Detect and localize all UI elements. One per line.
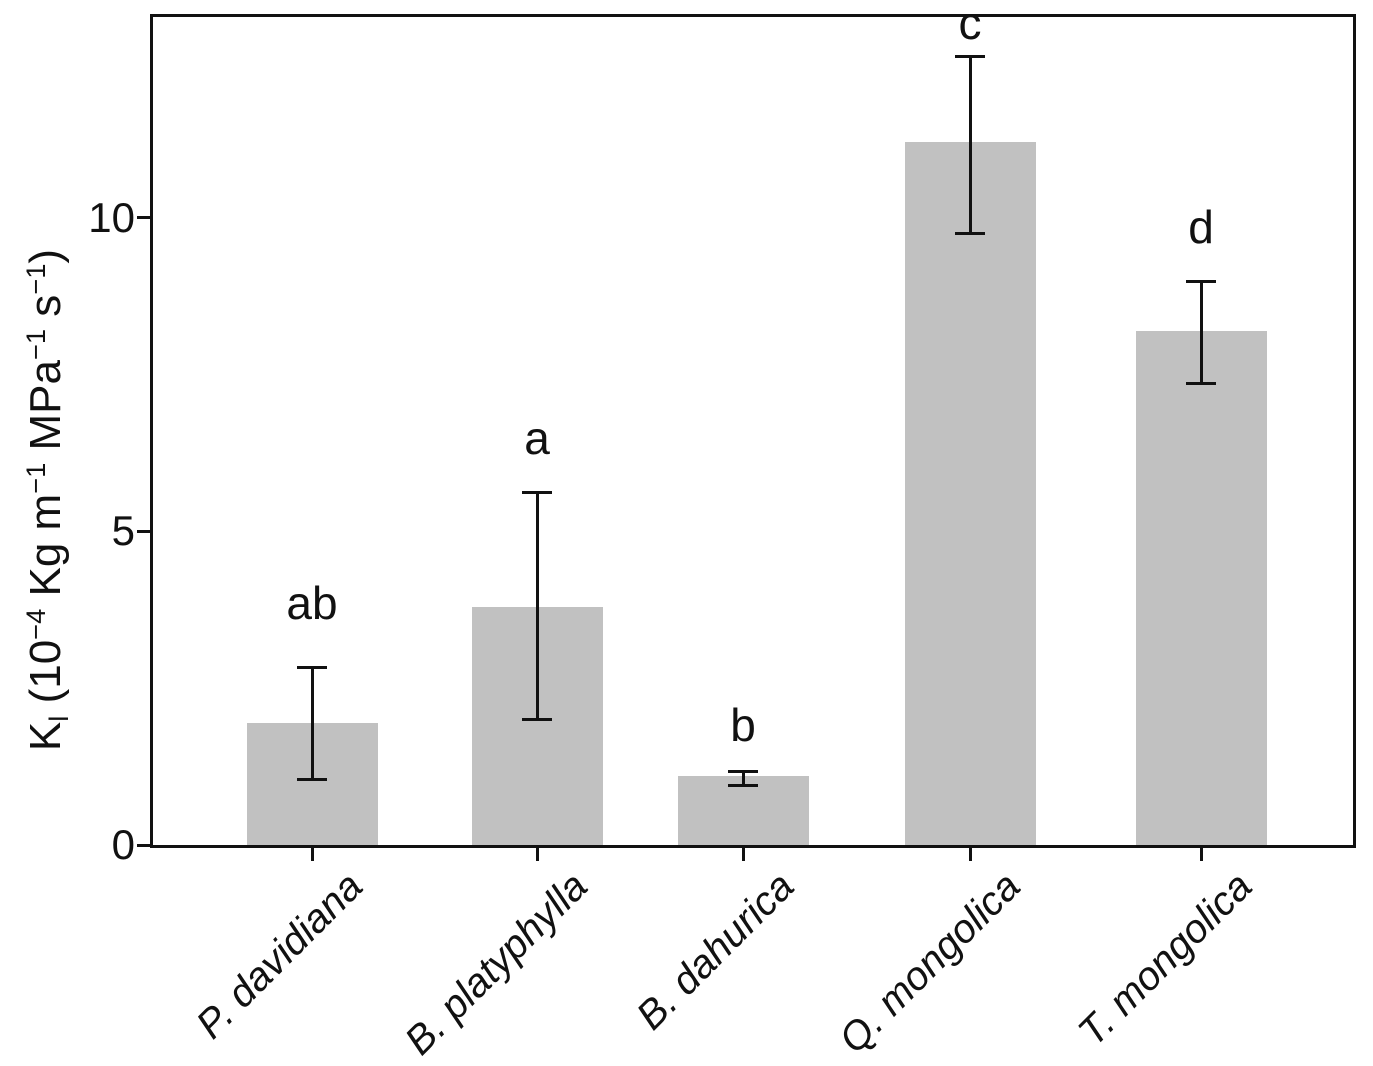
- y-axis-title: Kl (10−4 Kg m−1 MPa−1 s−1): [20, 248, 74, 752]
- y-axis-title-part: s: [21, 294, 70, 329]
- sig-letter-ab: ab: [286, 577, 338, 630]
- error-cap-bottom-t-mongolica: [1186, 382, 1216, 386]
- error-bar-t-mongolica: [1199, 280, 1203, 384]
- x-tick-label-b-dahurica: B. dahurica: [627, 864, 803, 1039]
- error-bar-b-platyphylla: [535, 490, 539, 720]
- sig-letter-d: d: [1188, 201, 1214, 254]
- error-cap-top-p-davidiana: [297, 666, 327, 670]
- bar-q-mongolica: [904, 142, 1036, 845]
- x-axis-tick-b-dahurica: [741, 848, 745, 861]
- error-cap-top-b-platyphylla: [522, 490, 552, 494]
- x-tick-label-t-mongolica: T. mongolica: [1069, 864, 1261, 1055]
- sig-letter-b: b: [730, 698, 756, 751]
- error-bar-q-mongolica: [968, 54, 972, 234]
- y-axis-title-part: −1: [20, 462, 51, 494]
- error-cap-bottom-q-mongolica: [955, 231, 985, 235]
- y-axis-tick-0: [137, 843, 150, 847]
- error-bar-b-dahurica: [741, 769, 745, 786]
- error-bar-p-davidiana: [310, 666, 314, 780]
- y-axis-title-part: l: [42, 715, 74, 722]
- plot-area: ab a b c d: [137, 0, 1356, 861]
- error-cap-bottom-p-davidiana: [297, 777, 327, 781]
- y-tick-label-10: 10: [88, 193, 135, 241]
- y-axis-tick-5: [137, 529, 150, 533]
- error-cap-bottom-b-dahurica: [728, 783, 758, 787]
- x-tick-label-q-mongolica: Q. mongolica: [831, 864, 1030, 1062]
- error-cap-top-b-dahurica: [728, 769, 758, 773]
- x-tick-label-p-davidiana: P. davidiana: [187, 864, 372, 1048]
- y-axis-title-part: MPa: [21, 360, 70, 463]
- x-axis-tick-q-mongolica: [968, 848, 972, 861]
- error-cap-bottom-b-platyphylla: [522, 718, 552, 722]
- x-axis-tick-p-davidiana: [310, 848, 314, 861]
- bar-t-mongolica: [1135, 330, 1267, 845]
- y-tick-label-5: 5: [111, 507, 135, 555]
- y-axis-title-part: −1: [20, 328, 51, 361]
- x-axis-tick-t-mongolica: [1199, 848, 1203, 861]
- error-cap-top-q-mongolica: [955, 54, 985, 58]
- y-tick-label-0: 0: [111, 821, 135, 868]
- bar-b-dahurica: [677, 776, 809, 845]
- y-axis-title-part: −1: [20, 263, 51, 295]
- y-axis-title-part: (10: [21, 639, 70, 716]
- sig-letter-a: a: [524, 411, 550, 464]
- error-cap-top-t-mongolica: [1186, 280, 1216, 284]
- y-axis-tick-10: [137, 216, 150, 220]
- sig-letter-c: c: [958, 0, 982, 49]
- x-axis-tick-b-platyphylla: [535, 848, 539, 861]
- y-axis-title-part: −4: [20, 608, 51, 640]
- y-axis-title-part: Kg m: [21, 493, 70, 609]
- x-tick-label-b-platyphylla: B. platyphylla: [396, 864, 597, 1064]
- y-axis-title-part: K: [21, 721, 70, 752]
- y-axis-title-part: ): [21, 248, 70, 264]
